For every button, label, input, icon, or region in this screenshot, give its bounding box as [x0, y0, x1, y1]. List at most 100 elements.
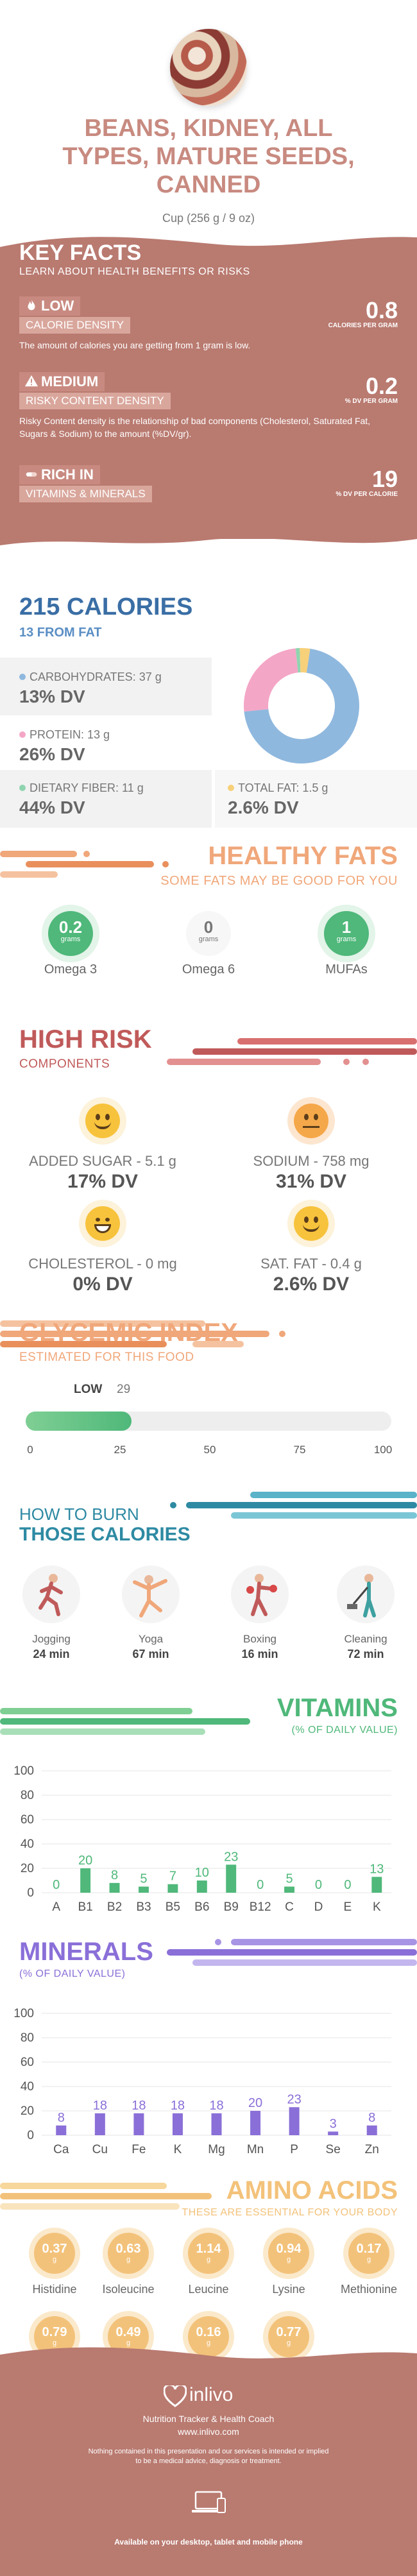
vitamin-category-label: B1 [78, 1900, 93, 1914]
donut-slice-total-fat [300, 648, 311, 673]
key-fact-label: RISKY CONTENT DENSITY [19, 393, 171, 409]
amino-unit: g [126, 2256, 131, 2264]
warning-icon [24, 375, 38, 387]
glycemic-bar [26, 1412, 391, 1431]
vitamin-ytick: 0 [27, 1886, 34, 1900]
vitamin-category-label: C [285, 1900, 294, 1914]
calories-from-fat: 13 FROM FAT [19, 626, 102, 640]
footer-disclaimer-1: Nothing contained in this presentation a… [88, 2448, 329, 2455]
vitamin-category-label: B5 [166, 1900, 180, 1914]
nutrient-fat: TOTAL FAT: 1.5 g 2.6% DV [228, 781, 328, 817]
glycemic-bar-fill [26, 1412, 132, 1431]
vitamins-title: VITAMINS [277, 1694, 398, 1722]
amino-value-circle: 0.63 g [108, 2233, 149, 2274]
mineral-value-label: 18 [171, 2099, 185, 2113]
risk-sat-fat-label: SAT. FAT - 0.4 g [260, 1256, 362, 1272]
mineral-bar [133, 2113, 144, 2135]
donut-slice-protein [244, 648, 298, 712]
mineral-bar [211, 2113, 222, 2135]
key-fact-level: MEDIUM [19, 372, 105, 391]
amino-name: Histidine [32, 2283, 77, 2296]
vitamin-value-label: 23 [224, 1850, 238, 1864]
legend-dot [19, 731, 26, 738]
mineral-category-label: P [290, 2143, 298, 2156]
risk-added-sugar-label: ADDED SUGAR - 5.1 g [29, 1153, 176, 1169]
key-fact-description: Risky Content density is the relationshi… [19, 416, 371, 439]
risk-cholesterol-dv: 0% DV [72, 1274, 133, 1295]
devices-icon [192, 2491, 226, 2513]
glycemic-title: GLYCEMIC INDEX [19, 1318, 238, 1347]
nutrient-carbohydrates: CARBOHYDRATES: 37 g 13% DV [19, 670, 162, 706]
key-fact-value: 0.2% DV PER GRAM [345, 373, 398, 405]
amino-value-circle: 0.17 g [348, 2233, 389, 2274]
glycemic-tick: 0 [27, 1444, 33, 1456]
vitamins-subtitle: (% OF DAILY VALUE) [291, 1725, 398, 1736]
mineral-value-label: 18 [209, 2099, 223, 2113]
amino-name: Leucine [188, 2283, 229, 2296]
donut-slice-carbohydrates [244, 649, 359, 763]
omega6-label: Omega 6 [182, 962, 235, 977]
vitamin-category-label: K [373, 1900, 381, 1914]
smiley-icon [294, 1206, 328, 1241]
burn-cleaning-label: Cleaning [344, 1633, 387, 1645]
amino-unit: g [286, 2256, 291, 2264]
footer-url[interactable]: www.inlivo.com [178, 2427, 239, 2437]
vitamin-value-label: 5 [285, 1872, 293, 1886]
glycemic-stripes [0, 1320, 285, 1347]
amino-unit: g [366, 2256, 371, 2264]
high-risk-stripes [167, 1038, 417, 1065]
minerals-subtitle: (% OF DAILY VALUE) [19, 1968, 126, 1979]
flame-icon [28, 299, 35, 311]
calories-title: 215 CALORIES [19, 593, 193, 620]
vitamin-category-label: A [52, 1900, 60, 1914]
vitamin-category-label: D [314, 1900, 323, 1914]
vitamin-value-label: 0 [315, 1878, 322, 1892]
risk-sodium-label: SODIUM - 758 mg [253, 1153, 370, 1169]
fat-bg [215, 770, 417, 828]
mineral-ytick: 60 [21, 2056, 34, 2069]
footer-tagline: Nutrition Tracker & Health Coach [142, 2414, 275, 2424]
healthy-fats-title: HEALTHY FATS [208, 842, 398, 870]
amino-value: 0.94 [276, 2242, 302, 2256]
mineral-bar [56, 2125, 67, 2135]
vitamin-value-label: 10 [195, 1866, 209, 1880]
amino-value-circle: 0.77 g [268, 2316, 309, 2357]
vitamin-value-label: 8 [111, 1868, 118, 1882]
vitamin-value-label: 13 [370, 1862, 384, 1876]
mineral-ytick: 100 [13, 2007, 34, 2020]
amino-unit: g [286, 2339, 291, 2347]
amino-unit: g [52, 2339, 57, 2347]
mineral-bar [172, 2113, 183, 2135]
key-fact-level: RICH IN [19, 465, 100, 484]
legend-dot [19, 785, 26, 791]
vitamin-value-label: 0 [53, 1878, 60, 1892]
boxing-icon [231, 1565, 289, 1623]
key-fact-label: VITAMINS & MINERALS [19, 486, 152, 502]
mineral-value-label: 3 [330, 2117, 337, 2131]
mineral-category-label: Mn [247, 2143, 264, 2156]
glycemic-tick: 75 [293, 1444, 306, 1456]
legend-dot [19, 674, 26, 680]
amino-value: 0.16 [196, 2325, 221, 2339]
key-fact-description: The amount of calories you are getting f… [19, 340, 251, 350]
vitamin-value-label: 20 [78, 1854, 92, 1868]
key-facts-wave-bottom [0, 526, 417, 545]
amino-name: Methionine [340, 2283, 398, 2296]
footer-brand: inlivo [189, 2384, 234, 2405]
glycemic-tick: 50 [203, 1444, 216, 1456]
glycemic-tick: 25 [114, 1444, 126, 1456]
mineral-category-label: Fe [132, 2143, 146, 2156]
vitamin-value-label: 0 [344, 1878, 351, 1892]
title-line: BEANS, KIDNEY, ALL [84, 115, 333, 142]
omega3-circle: 0.2 grams [48, 911, 93, 956]
header: BEANS, KIDNEY, ALL TYPES, MATURE SEEDS, … [0, 0, 417, 263]
key-facts-wave [0, 237, 417, 263]
amino-name: Lysine [272, 2283, 305, 2296]
omega6-circle: 0 grams [186, 911, 231, 956]
minerals-bar-chart: 0 20 40 60 80 100 8 Ca 18 Cu 18 Fe 18 K 18 Mg 20 Mn 23 P 3 Se… [13, 2007, 391, 2156]
amino-title: AMINO ACIDS [226, 2176, 398, 2205]
mineral-bar [366, 2125, 377, 2135]
mineral-bar [328, 2131, 339, 2135]
nutrient-fiber: DIETARY FIBER: 11 g 44% DV [19, 781, 144, 817]
risk-cholesterol-label: CHOLESTEROL - 0 mg [28, 1256, 177, 1272]
